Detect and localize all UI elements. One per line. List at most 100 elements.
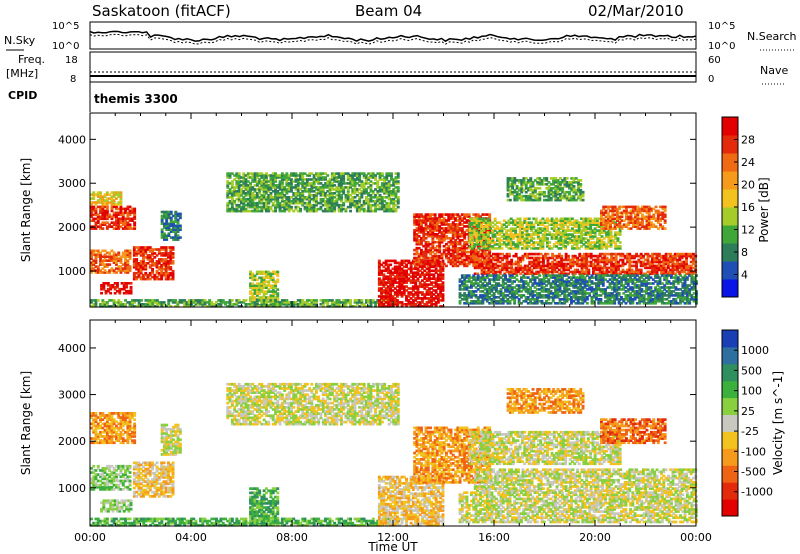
data-cell	[560, 272, 564, 276]
data-cell	[427, 275, 431, 278]
data-cell	[169, 262, 173, 265]
data-cell	[217, 305, 221, 308]
data-cell	[278, 196, 282, 199]
data-cell	[165, 236, 169, 239]
data-cell	[420, 219, 423, 222]
data-cell	[553, 264, 557, 268]
data-cell	[115, 219, 118, 222]
data-cell	[438, 242, 442, 246]
data-cell	[160, 236, 164, 239]
data-cell	[271, 172, 275, 175]
data-cell	[240, 192, 243, 195]
data-cell	[92, 195, 96, 198]
data-cell	[132, 271, 136, 275]
data-cell	[420, 227, 423, 230]
data-cell	[371, 176, 375, 179]
data-cell	[105, 215, 109, 219]
data-cell	[308, 201, 312, 205]
data-cell	[418, 283, 422, 286]
data-cell	[535, 270, 539, 274]
data-cell	[429, 227, 432, 230]
data-cell	[296, 303, 300, 306]
data-cell	[438, 225, 442, 228]
data-cell	[415, 239, 419, 242]
data-cell	[429, 256, 432, 260]
data-cell	[290, 196, 293, 199]
data-cell	[258, 299, 262, 302]
data-cell	[169, 248, 173, 251]
data-cell	[358, 197, 362, 201]
data-cell	[321, 176, 325, 179]
data-cell	[430, 277, 433, 280]
data-cell	[377, 299, 381, 302]
data-cell	[305, 182, 309, 185]
data-cell	[126, 267, 130, 270]
data-cell	[290, 190, 293, 193]
data-cell	[521, 258, 525, 262]
data-cell	[394, 207, 398, 211]
data-cell	[494, 264, 498, 268]
data-cell	[423, 303, 427, 306]
data-cell	[228, 199, 232, 203]
data-cell	[421, 297, 424, 300]
data-cell	[287, 188, 291, 191]
data-cell	[174, 234, 178, 237]
data-cell	[99, 197, 102, 200]
data-cell	[465, 233, 469, 236]
data-cell	[128, 223, 132, 226]
data-cell	[260, 199, 264, 203]
data-cell	[96, 271, 100, 274]
data-cell	[240, 176, 243, 179]
data-cell	[258, 174, 262, 177]
data-cell	[246, 192, 250, 195]
data-cell	[105, 251, 109, 255]
data-cell	[135, 299, 139, 302]
data-cell	[470, 260, 473, 264]
data-cell	[108, 253, 112, 257]
data-cell	[542, 270, 545, 274]
data-cell	[278, 174, 282, 177]
data-cell	[535, 264, 539, 268]
data-cell	[415, 237, 419, 240]
data-cell	[96, 213, 100, 217]
data-cell	[271, 276, 275, 280]
data-cell	[267, 274, 271, 278]
data-cell	[456, 225, 460, 228]
data-cell	[230, 186, 234, 189]
data-cell	[449, 227, 453, 230]
data-cell	[146, 256, 150, 259]
data-cell	[319, 178, 323, 181]
data-cell	[385, 203, 389, 207]
data-cell	[94, 203, 98, 206]
data-cell	[276, 199, 280, 203]
data-cell	[265, 280, 268, 283]
data-cell	[119, 265, 123, 268]
data-cell	[326, 184, 330, 187]
data-cell	[432, 269, 436, 273]
data-cell	[116, 285, 119, 289]
data-cell	[463, 237, 467, 240]
data-cell	[393, 277, 397, 280]
data-cell	[240, 188, 243, 191]
data-cell	[269, 272, 273, 276]
data-cell	[355, 203, 359, 207]
data-cell	[226, 203, 230, 207]
data-cell	[528, 268, 532, 272]
data-cell	[221, 301, 225, 304]
data-cell	[427, 299, 431, 302]
data-cell	[278, 303, 282, 306]
data-cell	[96, 267, 100, 270]
data-cell	[292, 197, 296, 201]
data-cell	[115, 221, 118, 224]
data-cell	[164, 248, 168, 251]
data-cell	[456, 254, 460, 258]
data-cell	[310, 178, 314, 181]
data-cell	[142, 260, 145, 263]
data-cell	[124, 299, 127, 302]
data-cell	[349, 301, 352, 304]
data-cell	[369, 172, 373, 175]
data-cell	[185, 305, 189, 308]
data-cell	[103, 305, 107, 308]
data-cell	[409, 275, 413, 278]
data-cell	[251, 294, 255, 297]
